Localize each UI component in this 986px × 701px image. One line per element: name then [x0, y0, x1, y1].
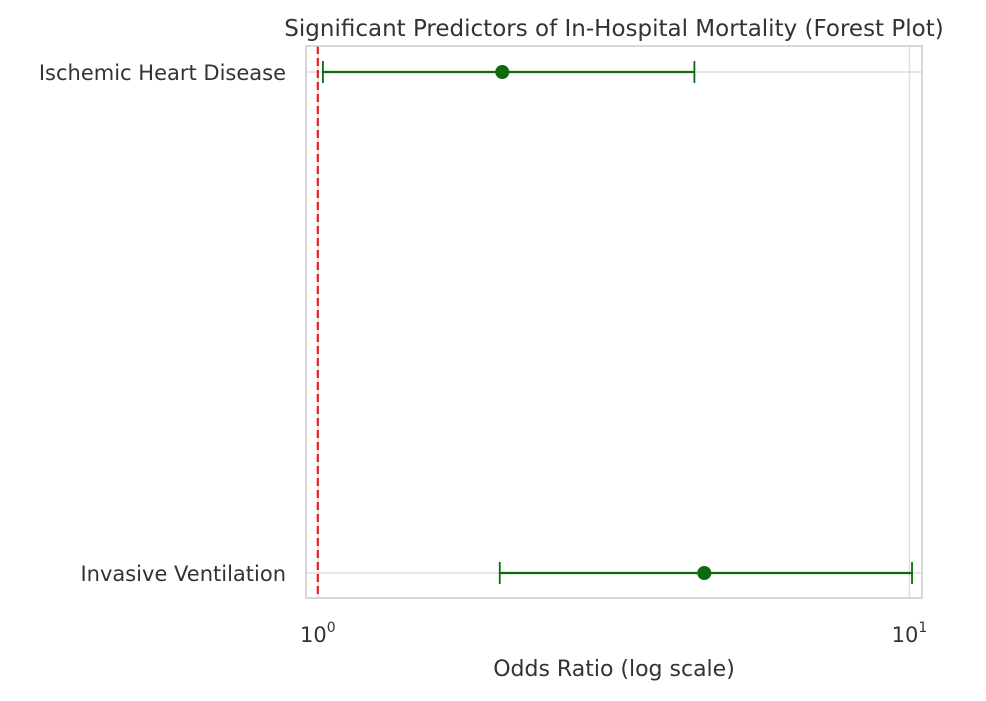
y-tick-labels: Ischemic Heart Disease Invasive Ventilati… [39, 61, 286, 586]
x-tick-base-0: 10 [300, 623, 327, 647]
odds-ratio-point-0 [495, 65, 510, 79]
y-tick-label-1: Invasive Ventilation [80, 562, 286, 586]
data-layer [322, 61, 913, 584]
odds-ratio-point-1 [697, 566, 712, 580]
chart-title: Significant Predictors of In-Hospital Mo… [284, 16, 943, 42]
x-axis-label: Odds Ratio (log scale) [493, 657, 735, 682]
x-tick-labels: 100 101 [300, 620, 927, 647]
y-tick-label-0: Ischemic Heart Disease [39, 61, 286, 85]
x-tick-base-1: 10 [892, 623, 919, 647]
x-tick-label-0: 100 [300, 620, 336, 647]
x-tick-exponent-1: 1 [918, 620, 927, 636]
x-tick-exponent-0: 0 [327, 620, 336, 636]
x-tick-label-1: 101 [892, 620, 928, 647]
grid-layer [306, 46, 922, 598]
plot-frame [305, 45, 923, 599]
